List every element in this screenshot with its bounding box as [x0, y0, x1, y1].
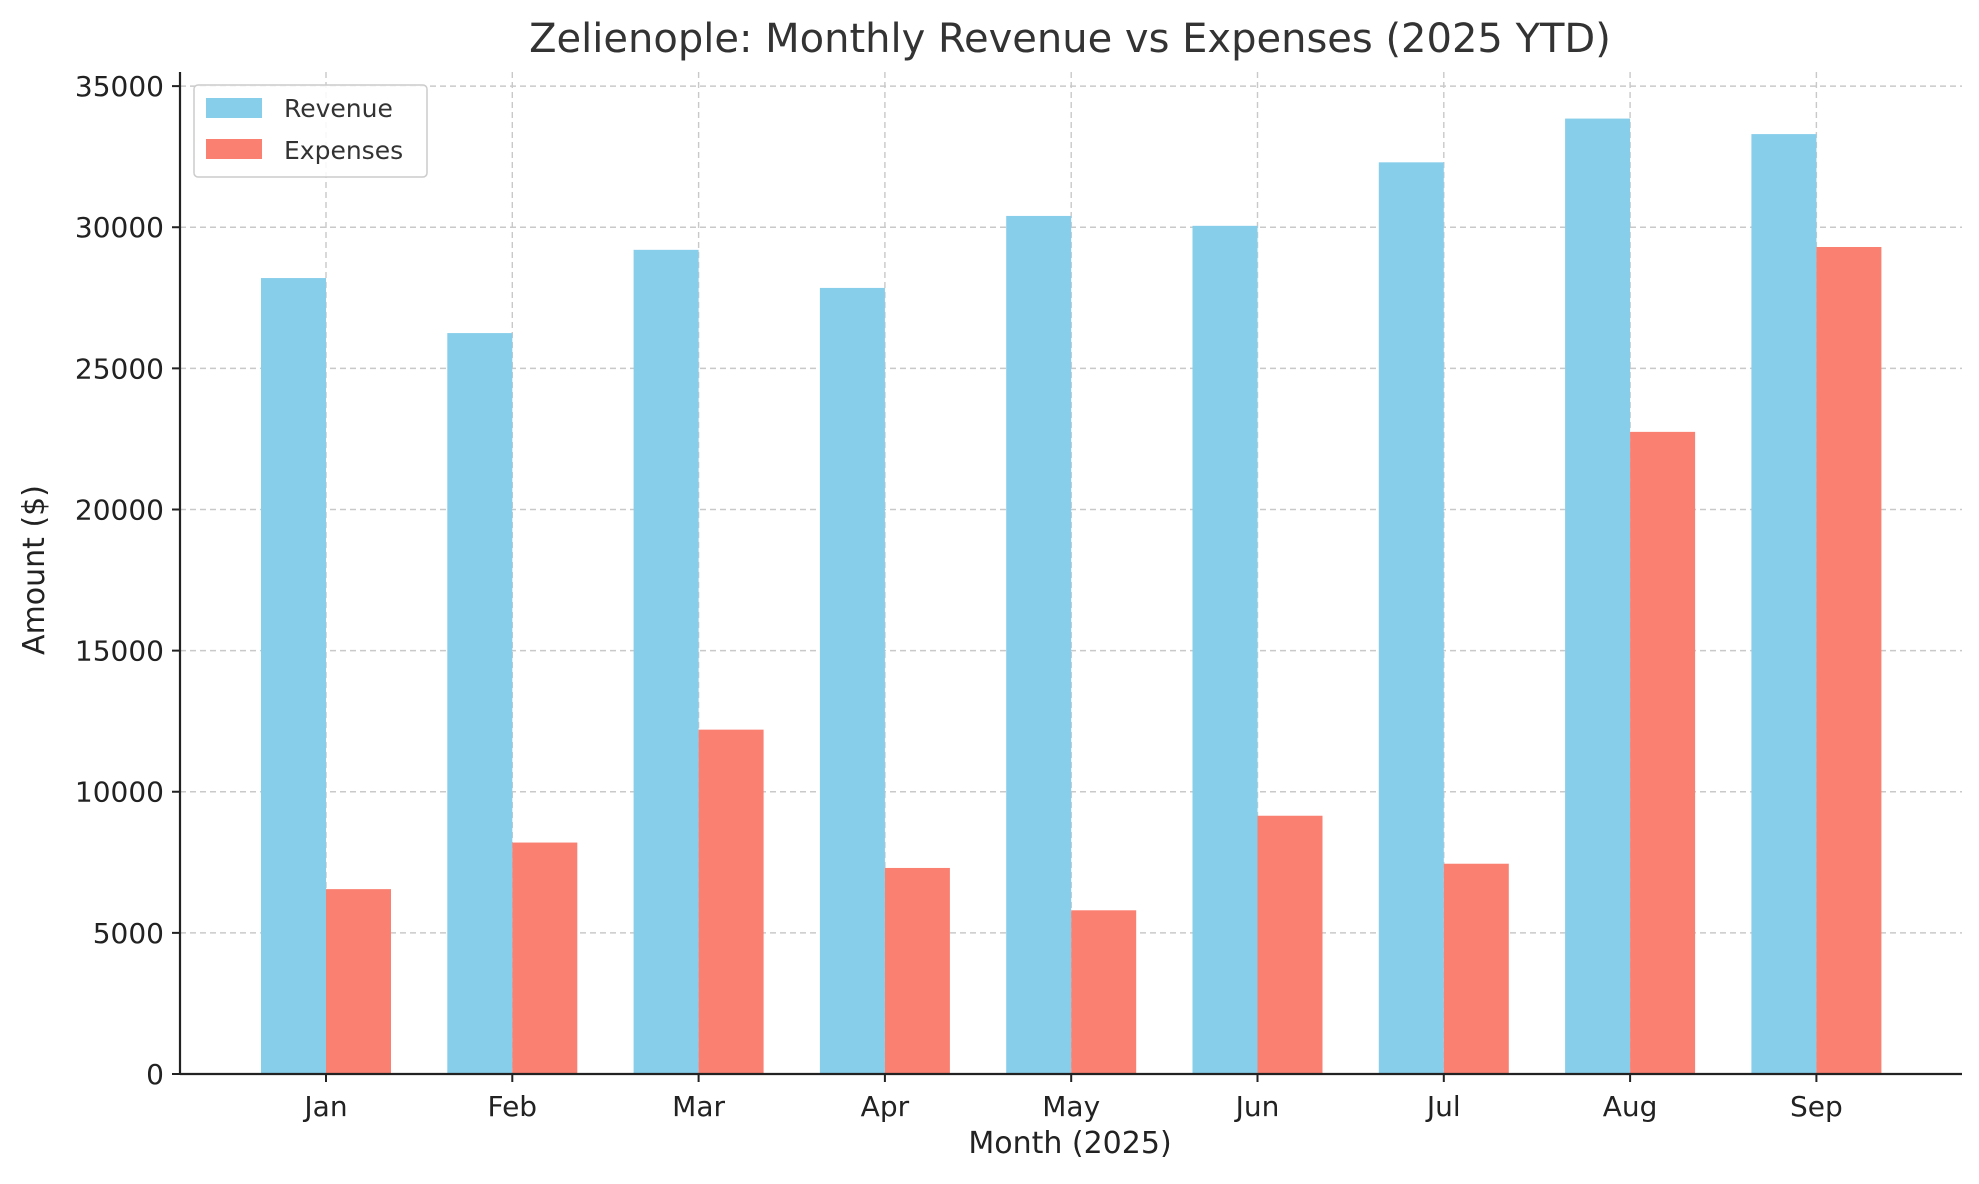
legend-swatch-expenses — [206, 139, 262, 159]
axes — [172, 72, 1962, 1082]
bars — [261, 118, 1882, 1075]
bar-expenses-apr — [884, 867, 950, 1074]
bar-revenue-jan — [261, 278, 326, 1075]
legend-label-revenue: Revenue — [284, 94, 393, 123]
y-tick-label: 20000 — [75, 493, 164, 526]
bar-revenue-jun — [1192, 225, 1258, 1074]
bar-expenses-may — [1071, 910, 1137, 1074]
bar-expenses-aug — [1630, 431, 1696, 1074]
bar-revenue-feb — [447, 333, 513, 1075]
y-tick-label: 35000 — [75, 70, 164, 103]
y-tick-label: 30000 — [75, 211, 164, 244]
bar-revenue-sep — [1751, 134, 1817, 1075]
legend-label-expenses: Expenses — [284, 136, 403, 165]
bar-expenses-sep — [1816, 246, 1882, 1074]
x-axis-title: Month (2025) — [968, 1126, 1171, 1161]
x-tick-label-apr: Apr — [861, 1090, 910, 1123]
y-tick-label: 10000 — [75, 776, 164, 809]
bar-revenue-mar — [633, 249, 699, 1075]
bar-revenue-apr — [819, 287, 885, 1074]
y-axis-title: Amount ($) — [17, 485, 52, 655]
y-tick-label: 0 — [146, 1058, 164, 1091]
x-tick-label-sep: Sep — [1790, 1090, 1843, 1123]
bar-revenue-jul — [1378, 162, 1444, 1075]
legend: Revenue Expenses — [193, 84, 428, 178]
y-tick-label: 15000 — [75, 635, 164, 668]
x-tick-label-may: May — [1042, 1090, 1100, 1123]
x-tick-label-jan: Jan — [302, 1090, 347, 1123]
x-tick-label-jul: Jul — [1425, 1090, 1461, 1123]
x-tick-label-aug: Aug — [1603, 1090, 1658, 1123]
x-tick-label-mar: Mar — [672, 1090, 725, 1123]
bar-revenue-may — [1006, 215, 1072, 1075]
bar-expenses-jan — [326, 889, 391, 1074]
x-tick-label-feb: Feb — [488, 1090, 538, 1123]
x-tick-label-jun: Jun — [1234, 1090, 1280, 1123]
legend-swatch-revenue — [206, 98, 262, 118]
bar-expenses-feb — [512, 842, 578, 1074]
bar-expenses-jun — [1257, 815, 1323, 1074]
bar-expenses-mar — [698, 729, 764, 1074]
y-tick-label: 25000 — [75, 352, 164, 385]
bar-expenses-jul — [1443, 863, 1509, 1074]
y-tick-label: 5000 — [93, 917, 164, 950]
bar-revenue-aug — [1565, 118, 1631, 1074]
chart-title: Zelienople: Monthly Revenue vs Expenses … — [529, 16, 1611, 62]
tick-labels: 0 5000 10000 15000 20000 25000 30000 35000 Jan Fe… — [75, 70, 1843, 1123]
